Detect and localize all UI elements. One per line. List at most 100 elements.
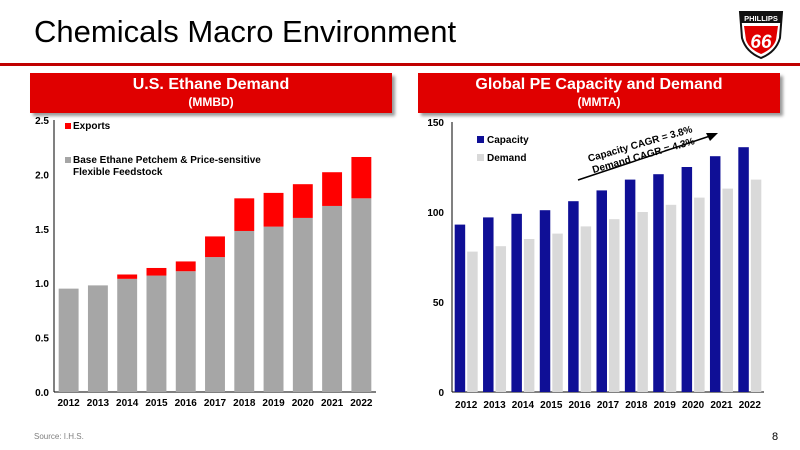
x-tick-label: 2018 — [233, 398, 256, 409]
x-tick-label: 2020 — [682, 400, 705, 411]
x-tick-label: 2020 — [292, 398, 315, 409]
title-rule — [0, 63, 800, 66]
x-tick-label: 2013 — [483, 400, 506, 411]
phillips-66-logo: PHILLIPS 66 — [736, 8, 786, 60]
ethane-demand-chart: 0.0 0.5 1.0 1.5 2.0 2.5 2012 2013 2014 2015 2016 20… — [28, 114, 388, 414]
x-tick-label: 2022 — [350, 398, 373, 409]
bar — [552, 233, 563, 392]
bar — [709, 156, 721, 392]
pe-panel-subtitle: (MMTA) — [577, 95, 621, 109]
bar — [483, 217, 494, 392]
bar — [738, 147, 749, 392]
bar — [351, 156, 372, 199]
page-number: 8 — [772, 431, 779, 443]
x-tick-label: 2017 — [597, 400, 620, 411]
legend-label: Demand — [487, 153, 526, 164]
bar — [234, 198, 255, 231]
ethane-panel-subtitle: (MMBD) — [188, 95, 234, 109]
bar — [495, 246, 507, 392]
legend-label-base: Flexible Feedstock — [73, 167, 163, 178]
bar — [596, 190, 607, 392]
bar — [523, 239, 535, 392]
ethane-panel-header: U.S. Ethane Demand (MMBD) — [30, 73, 392, 113]
pe-panel-header: Global PE Capacity and Demand (MMTA) — [418, 73, 780, 113]
legend-label-base: Base Ethane Petchem & Price-sensitive — [73, 155, 261, 166]
bar — [205, 257, 225, 392]
bar — [609, 219, 620, 392]
ethane-panel-title: U.S. Ethane Demand — [132, 76, 290, 93]
bar — [511, 213, 522, 392]
y-tick-label: 150 — [427, 118, 444, 129]
legend-swatch-exports — [65, 123, 71, 129]
bar — [568, 201, 579, 392]
bar — [454, 224, 466, 392]
bar — [146, 275, 167, 392]
bar — [117, 274, 138, 279]
bar — [87, 285, 108, 392]
bar — [205, 236, 225, 258]
bar — [467, 251, 478, 392]
y-tick-label: 1.0 — [35, 279, 49, 290]
bar — [117, 278, 138, 392]
bar — [263, 192, 284, 227]
legend-swatch-base — [65, 157, 71, 163]
pe-panel-title: Global PE Capacity and Demand — [475, 76, 723, 93]
bar — [175, 261, 196, 272]
x-tick-label: 2022 — [739, 400, 762, 411]
legend-swatch — [477, 136, 484, 143]
bar — [624, 179, 636, 392]
svg-text:66: 66 — [750, 32, 772, 53]
y-tick-label: 0.0 — [35, 388, 49, 399]
bar — [234, 230, 255, 392]
legend-label: Capacity — [487, 135, 529, 146]
bar — [146, 267, 167, 276]
trend-arrow-line — [577, 135, 711, 181]
bar — [292, 217, 313, 392]
bar — [539, 210, 551, 392]
x-tick-label: 2012 — [58, 398, 81, 409]
x-tick-label: 2019 — [262, 398, 285, 409]
x-tick-label: 2017 — [204, 398, 227, 409]
y-tick-label: 50 — [433, 298, 445, 309]
x-tick-label: 2014 — [116, 398, 139, 409]
bar — [694, 197, 705, 392]
pe-capacity-demand-chart: 0 50 100 150 2012 2013 2014 2015 2016 2017 2018 201… — [416, 114, 782, 414]
bar — [653, 174, 664, 392]
source-note: Source: I.H.S. — [34, 432, 84, 441]
x-tick-label: 2021 — [321, 398, 344, 409]
x-tick-label: 2015 — [540, 400, 563, 411]
x-tick-label: 2013 — [87, 398, 110, 409]
bar — [322, 172, 343, 206]
bar — [681, 167, 693, 392]
bar — [351, 198, 372, 392]
bar — [58, 288, 79, 392]
trend-arrow-head — [706, 133, 718, 141]
y-tick-label: 2.5 — [35, 116, 49, 127]
y-tick-label: 0 — [438, 388, 444, 399]
y-tick-label: 100 — [427, 208, 444, 219]
x-tick-label: 2021 — [710, 400, 733, 411]
bar — [322, 205, 343, 392]
page-title: Chemicals Macro Environment — [34, 14, 457, 49]
bar — [175, 271, 196, 392]
x-tick-label: 2018 — [625, 400, 648, 411]
bar — [263, 226, 284, 392]
x-tick-label: 2014 — [512, 400, 535, 411]
y-tick-label: 2.0 — [35, 170, 49, 181]
legend-swatch — [477, 154, 484, 161]
legend-label-exports: Exports — [73, 121, 111, 132]
x-tick-label: 2016 — [569, 400, 592, 411]
bar — [750, 179, 762, 392]
x-tick-label: 2012 — [455, 400, 478, 411]
bar — [722, 188, 733, 392]
y-tick-label: 1.5 — [35, 225, 49, 236]
cagr-annotation: Capacity CAGR = 3.8%Demand CAGR = 4.3% — [587, 124, 696, 176]
svg-text:PHILLIPS: PHILLIPS — [744, 14, 778, 23]
x-tick-label: 2019 — [654, 400, 677, 411]
bar — [637, 212, 648, 392]
bar — [665, 204, 677, 392]
bar — [580, 226, 592, 392]
x-tick-label: 2015 — [145, 398, 168, 409]
x-tick-label: 2016 — [175, 398, 198, 409]
y-tick-label: 0.5 — [35, 334, 49, 345]
